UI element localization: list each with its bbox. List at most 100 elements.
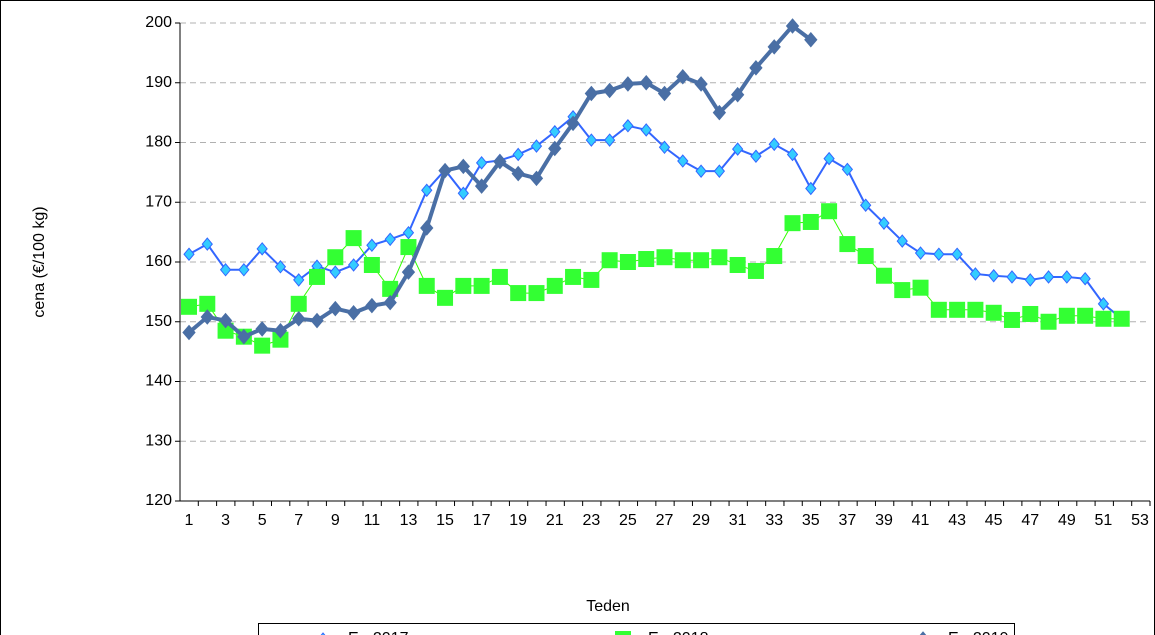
data-point: [821, 203, 838, 220]
x-tick-label: 53: [1131, 512, 1149, 529]
data-point: [585, 133, 597, 147]
data-point: [218, 312, 233, 329]
x-tick-label: 17: [473, 512, 491, 529]
data-point: [1024, 273, 1036, 287]
data-point: [951, 247, 963, 262]
data-point: [347, 258, 360, 272]
data-point: [475, 156, 488, 170]
data-point: [290, 295, 307, 312]
data-point: [639, 74, 653, 91]
series-line: [188, 210, 1122, 347]
data-point: [694, 76, 708, 92]
y-tick-label: 120: [145, 492, 172, 509]
data-point: [255, 321, 269, 337]
data-point: [730, 86, 745, 103]
data-point: [603, 133, 616, 147]
data-point: [418, 277, 435, 294]
data-point: [548, 140, 562, 157]
data-point: [857, 248, 874, 265]
data-point: [363, 256, 380, 273]
data-point: [988, 268, 1000, 283]
data-point: [457, 186, 469, 201]
data-point: [583, 271, 600, 288]
data-point: [328, 300, 342, 317]
data-point: [238, 262, 250, 277]
data-point: [1079, 271, 1091, 286]
x-tick-label: 19: [509, 512, 527, 529]
y-tick-label: 160: [145, 253, 172, 270]
x-tick-label: 7: [294, 512, 303, 529]
data-point: [860, 198, 872, 213]
data-point: [712, 104, 727, 121]
data-point: [621, 76, 635, 92]
data-point: [656, 249, 673, 266]
x-tick-label: 29: [692, 512, 710, 529]
x-tick-label: 3: [221, 512, 230, 529]
data-point: [1006, 270, 1018, 284]
data-point: [201, 237, 213, 251]
data-point: [894, 282, 911, 299]
data-point: [676, 69, 690, 85]
data-point: [766, 248, 783, 265]
data-point: [711, 249, 728, 266]
data-point: [473, 277, 490, 294]
x-tick-label: 47: [1021, 512, 1039, 529]
x-tick-label: 11: [364, 512, 381, 529]
data-point: [345, 230, 362, 247]
data-point: [1097, 297, 1110, 311]
data-point: [914, 246, 927, 260]
data-point: [802, 213, 819, 230]
data-point: [584, 85, 599, 102]
data-point: [493, 153, 507, 170]
data-point: [693, 252, 710, 269]
data-point: [566, 115, 580, 132]
data-point: [622, 118, 634, 133]
data-point: [657, 85, 672, 102]
data-point: [969, 267, 982, 281]
data-point: [565, 268, 582, 285]
data-point: [1061, 270, 1073, 284]
data-point: [546, 277, 563, 294]
data-point: [896, 234, 908, 248]
data-point: [292, 310, 306, 327]
x-tick-label: 41: [912, 512, 930, 529]
legend-box: [258, 623, 1015, 635]
data-point: [747, 262, 764, 279]
data-point: [455, 277, 472, 294]
x-tick-label: 49: [1058, 512, 1076, 529]
y-axis-label: cena (€/100 kg): [31, 206, 48, 317]
data-point: [767, 39, 781, 55]
x-tick-label: 45: [985, 512, 1003, 529]
data-point: [273, 322, 288, 339]
data-point: [272, 331, 289, 348]
data-point: [254, 337, 271, 354]
data-point: [985, 304, 1002, 321]
data-point: [402, 225, 415, 240]
data-point: [619, 254, 636, 270]
data-point: [949, 301, 966, 318]
data-point: [256, 242, 268, 256]
data-point: [729, 256, 746, 273]
series-line: [188, 115, 1123, 320]
x-tick-label: 23: [582, 512, 600, 529]
x-tick-label: 31: [729, 512, 747, 529]
x-tick-label: 27: [656, 512, 674, 529]
data-point: [878, 216, 890, 230]
x-tick-label: 43: [948, 512, 966, 529]
data-point: [199, 295, 216, 312]
data-point: [309, 268, 326, 285]
x-tick-label: 1: [185, 512, 194, 529]
data-point: [768, 137, 780, 152]
data-point: [658, 140, 671, 155]
data-point: [786, 147, 799, 162]
data-point: [1095, 310, 1112, 327]
data-point: [640, 123, 652, 137]
data-point: [785, 18, 800, 34]
data-point: [327, 249, 344, 266]
x-tick-label: 15: [436, 512, 454, 529]
data-point: [823, 151, 835, 166]
data-point: [601, 252, 618, 269]
x-tick-label: 35: [802, 512, 820, 529]
x-tick-label: 13: [400, 512, 418, 529]
